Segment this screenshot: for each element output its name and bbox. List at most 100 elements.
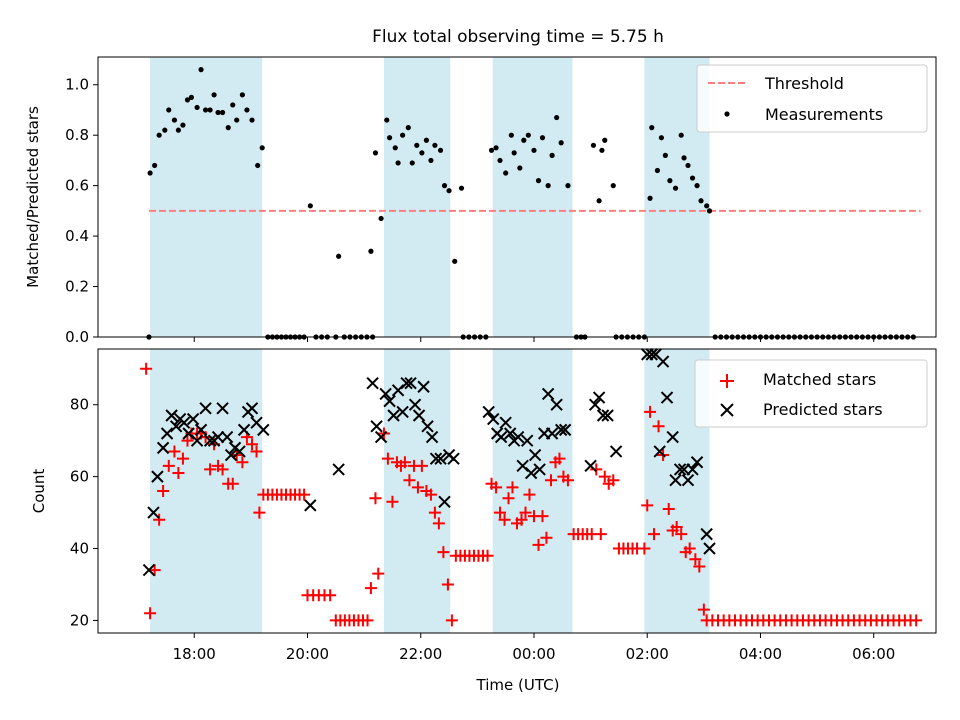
predicted-star-point bbox=[216, 402, 229, 415]
matched-star-point bbox=[372, 567, 385, 580]
predicted-star-point bbox=[383, 394, 396, 408]
predicted-star-point bbox=[147, 506, 160, 519]
measurement-point bbox=[171, 117, 178, 123]
x-axis-label: Time (UTC) bbox=[476, 676, 560, 694]
matched-star-point bbox=[432, 517, 445, 530]
measurement-point bbox=[678, 132, 684, 138]
top-y-tick-label: 0.2 bbox=[65, 278, 89, 296]
matched-star-point bbox=[298, 488, 311, 501]
measurement-point bbox=[211, 92, 217, 98]
measurement-point bbox=[667, 178, 673, 184]
measurement-point bbox=[565, 183, 571, 189]
measurement-point bbox=[234, 117, 240, 123]
measurement-point bbox=[658, 135, 664, 141]
measurement-point bbox=[539, 135, 546, 141]
measurement-point bbox=[446, 188, 452, 194]
matched-star-point bbox=[561, 474, 574, 487]
predicted-star-point bbox=[304, 499, 317, 512]
matched-star-point bbox=[494, 506, 507, 519]
predicted-star-point bbox=[224, 448, 238, 462]
measurement-point bbox=[428, 157, 434, 164]
predicted-star-point bbox=[177, 416, 191, 429]
measurement-point bbox=[649, 125, 655, 131]
predicted-star-point bbox=[686, 463, 699, 476]
measurement-point bbox=[654, 167, 661, 174]
measurement-point bbox=[554, 114, 560, 121]
measurement-point bbox=[368, 248, 374, 254]
measurement-point bbox=[423, 137, 430, 143]
matched-star-point bbox=[364, 582, 377, 595]
measurement-point bbox=[511, 150, 517, 156]
matched-star-point bbox=[641, 499, 654, 512]
measurement-point bbox=[156, 132, 162, 138]
measurement-point bbox=[681, 155, 687, 161]
measurement-point bbox=[184, 97, 191, 103]
x-tick-label: 20:00 bbox=[286, 645, 329, 663]
top-x-axis-ticks bbox=[193, 337, 875, 342]
predicted-star-point bbox=[499, 416, 512, 429]
predicted-star-point bbox=[190, 434, 204, 447]
measurement-point bbox=[432, 142, 438, 148]
predicted-star-point bbox=[220, 430, 234, 444]
predicted-star-point bbox=[400, 376, 413, 390]
predicted-star-point bbox=[447, 452, 460, 465]
matched-star-point bbox=[140, 362, 153, 375]
measurements-legend-swatch bbox=[724, 111, 730, 117]
measurement-point bbox=[392, 145, 398, 151]
matched-star-point bbox=[638, 542, 651, 555]
matched-star-point bbox=[590, 463, 603, 476]
matched-star-point bbox=[437, 546, 450, 559]
matched-star-point bbox=[157, 485, 170, 497]
matched-star-point bbox=[594, 528, 607, 541]
measurement-point bbox=[493, 145, 499, 151]
predicted-star-point bbox=[396, 405, 409, 419]
measurement-point bbox=[215, 109, 221, 116]
matched-star-point bbox=[515, 513, 528, 526]
measurement-point bbox=[590, 142, 597, 148]
predicted-star-point bbox=[645, 348, 658, 361]
predicted-star-point bbox=[511, 430, 525, 444]
threshold-legend-label: Threshold bbox=[764, 74, 844, 93]
predicted-star-point bbox=[656, 355, 670, 368]
matched-star-point bbox=[253, 506, 266, 519]
x-tick-label: 04:00 bbox=[739, 645, 782, 663]
x-tick-label: 22:00 bbox=[399, 645, 442, 663]
measurement-point bbox=[488, 147, 495, 153]
bottom-panel: 20 40 60 80 18:00 20:00 22:00 00:00 02:00 04:00 0… bbox=[30, 348, 937, 694]
measurement-point bbox=[175, 127, 182, 133]
matched-star-point bbox=[540, 531, 553, 544]
bottom-y-axis-label: Count bbox=[30, 469, 48, 514]
bottom-y-tick-label: 80 bbox=[70, 396, 89, 414]
bottom-y-tick-label: 60 bbox=[70, 468, 89, 486]
top-panel: 0.0 0.2 0.4 0.6 0.8 1.0 Matched/Predicted sta… bbox=[24, 56, 937, 346]
matched-star-point bbox=[250, 445, 263, 458]
measurement-point bbox=[207, 107, 213, 113]
matched-star-point bbox=[381, 452, 394, 465]
measurement-point bbox=[458, 185, 465, 191]
matched-star-point bbox=[153, 513, 166, 526]
measurement-point bbox=[508, 132, 514, 138]
matched-star-point bbox=[683, 542, 696, 555]
matched-star-point bbox=[411, 481, 424, 494]
measurement-point bbox=[259, 145, 265, 151]
predicted-star-point bbox=[404, 376, 417, 390]
top-legend-box bbox=[696, 64, 928, 133]
matched-star-point bbox=[644, 405, 657, 418]
matched-star-point bbox=[236, 456, 249, 469]
matched-star-point bbox=[428, 506, 441, 519]
shaded-interval bbox=[492, 349, 573, 633]
top-y-tick-label: 0.0 bbox=[65, 328, 89, 346]
measurement-point bbox=[596, 198, 602, 204]
matched-star-point bbox=[662, 502, 675, 515]
measurement-point bbox=[521, 137, 527, 143]
predicted-star-point bbox=[257, 423, 270, 437]
top-legend: Threshold Measurements bbox=[696, 64, 928, 133]
measurement-point bbox=[558, 140, 564, 146]
predicted-star-point bbox=[528, 448, 542, 462]
predicted-star-point bbox=[370, 420, 383, 433]
matched-star-point bbox=[532, 538, 545, 551]
predicted-star-point bbox=[211, 430, 225, 444]
matched-star-point bbox=[226, 477, 239, 490]
measurement-point bbox=[689, 175, 696, 181]
measurement-point bbox=[549, 152, 555, 158]
